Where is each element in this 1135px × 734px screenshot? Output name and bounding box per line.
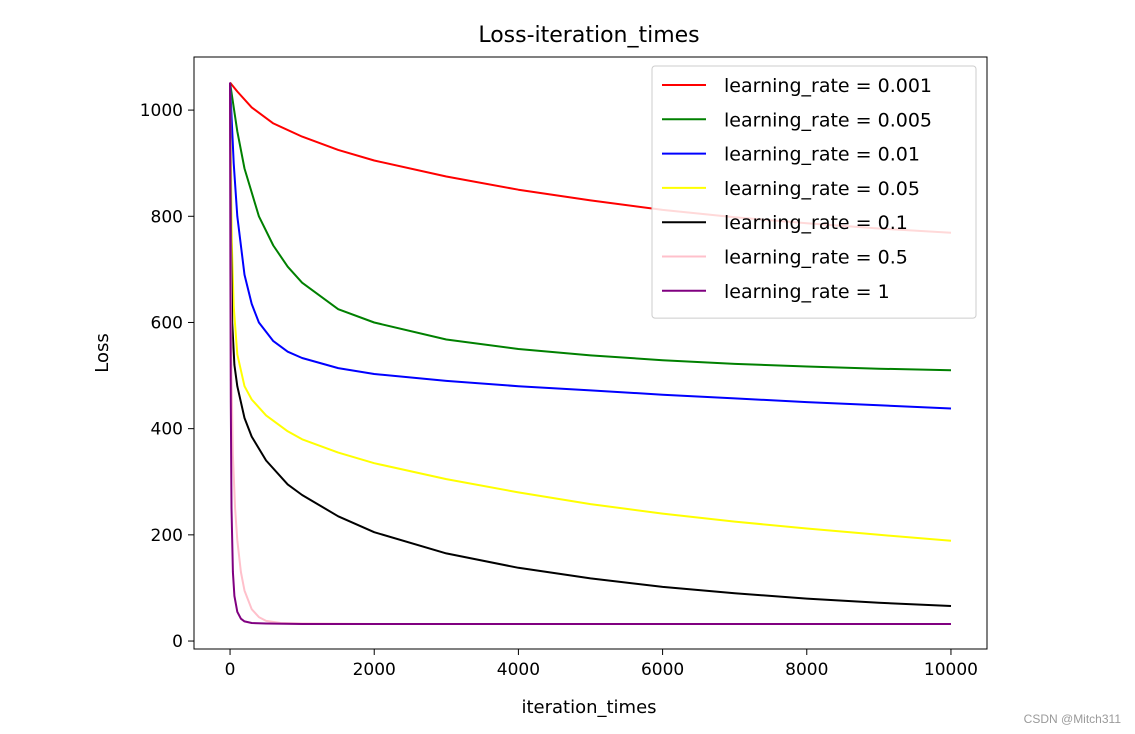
series-line-6 xyxy=(229,82,951,625)
legend-label-5: learning_rate = 0.5 xyxy=(724,247,908,269)
legend: learning_rate = 0.001 learning_rate = 0.0… xyxy=(651,65,977,319)
legend-label-3: learning_rate = 0.05 xyxy=(724,178,920,200)
series-line-1 xyxy=(229,82,952,372)
legend-label-6: learning_rate = 1 xyxy=(724,281,890,303)
plot-area xyxy=(229,81,952,625)
x-tick-label-0: 0 xyxy=(225,660,236,680)
y-tick-label-4: 800 xyxy=(151,207,183,227)
legend-label-2: learning_rate = 0.01 xyxy=(724,144,920,166)
watermark: CSDN @Mitch311 xyxy=(1023,712,1121,726)
series-line-3 xyxy=(229,82,952,542)
y-tick-label-2: 400 xyxy=(151,420,183,440)
legend-label-4: learning_rate = 0.1 xyxy=(724,212,908,234)
legend-box xyxy=(651,65,977,319)
x-tick-label-3: 6000 xyxy=(641,660,684,680)
chart-title: Loss-iteration_times xyxy=(478,23,699,48)
x-tick-label-2: 4000 xyxy=(497,660,540,680)
legend-label-1: learning_rate = 0.005 xyxy=(724,109,932,131)
x-axis-label: iteration_times xyxy=(521,697,656,718)
x-tick-label-4: 8000 xyxy=(785,660,828,680)
series-line-2 xyxy=(229,82,952,410)
legend-label-0: learning_rate = 0.001 xyxy=(724,75,932,97)
y-tick-label-1: 200 xyxy=(151,526,183,546)
x-tick-label-5: 10000 xyxy=(924,660,978,680)
y-tick-label-0: 0 xyxy=(172,632,183,652)
plot-frame xyxy=(193,56,988,650)
series-line-4 xyxy=(229,82,952,607)
x-tick-label-1: 2000 xyxy=(353,660,396,680)
y-axis-ticks: 0 200 400 600 800 1000 xyxy=(140,101,194,652)
y-axis-label: Loss xyxy=(92,333,113,372)
x-axis-ticks: 0 2000 4000 6000 8000 10000 xyxy=(225,649,978,680)
y-tick-label-5: 1000 xyxy=(140,101,183,121)
y-tick-label-3: 600 xyxy=(151,313,183,333)
